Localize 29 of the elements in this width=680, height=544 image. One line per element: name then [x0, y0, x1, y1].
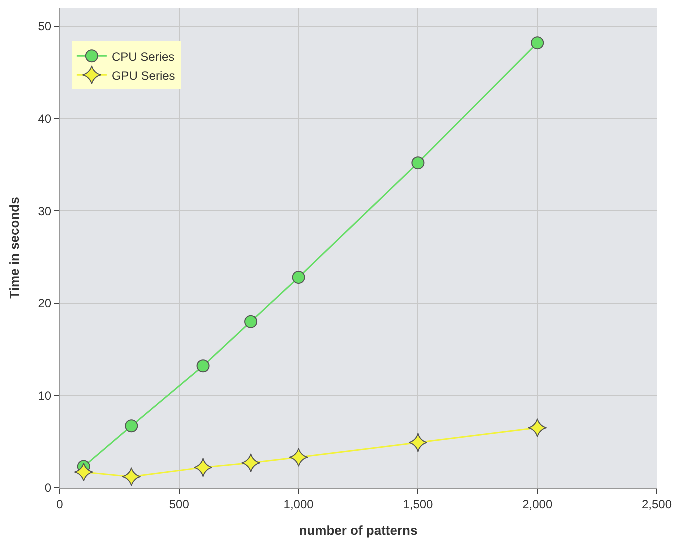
legend-label: CPU Series: [112, 50, 175, 64]
point: [125, 420, 138, 433]
point: [74, 462, 94, 482]
legend-label: GPU Series: [112, 68, 176, 83]
x-axis-title: number of patterns: [299, 523, 418, 538]
y-tick-label: 0: [44, 481, 52, 496]
x-tick-label: 1,500: [403, 497, 434, 512]
point: [194, 458, 213, 478]
y-tick-label: 40: [38, 112, 52, 126]
point: [122, 467, 142, 487]
point: [292, 271, 306, 284]
y-tick-label: 30: [38, 204, 52, 218]
x-tick-label: 0: [56, 497, 64, 512]
point: [196, 360, 210, 373]
x-tick-label: 1,000: [284, 497, 314, 512]
point: [528, 418, 548, 438]
point: [412, 156, 425, 170]
point: [244, 315, 258, 328]
point: [289, 448, 308, 468]
point: [531, 36, 544, 50]
x-tick-label: 2,000: [522, 497, 553, 512]
y-tick-label: 20: [38, 296, 52, 311]
point: [408, 433, 428, 452]
y-tick-label: 10: [38, 388, 52, 403]
y-tick-label: 50: [38, 20, 52, 34]
x-tick-label: 2,500: [642, 497, 672, 512]
x-tick-label: 500: [169, 497, 190, 512]
point: [241, 453, 261, 473]
y-axis-title: Time in seconds: [7, 197, 22, 299]
